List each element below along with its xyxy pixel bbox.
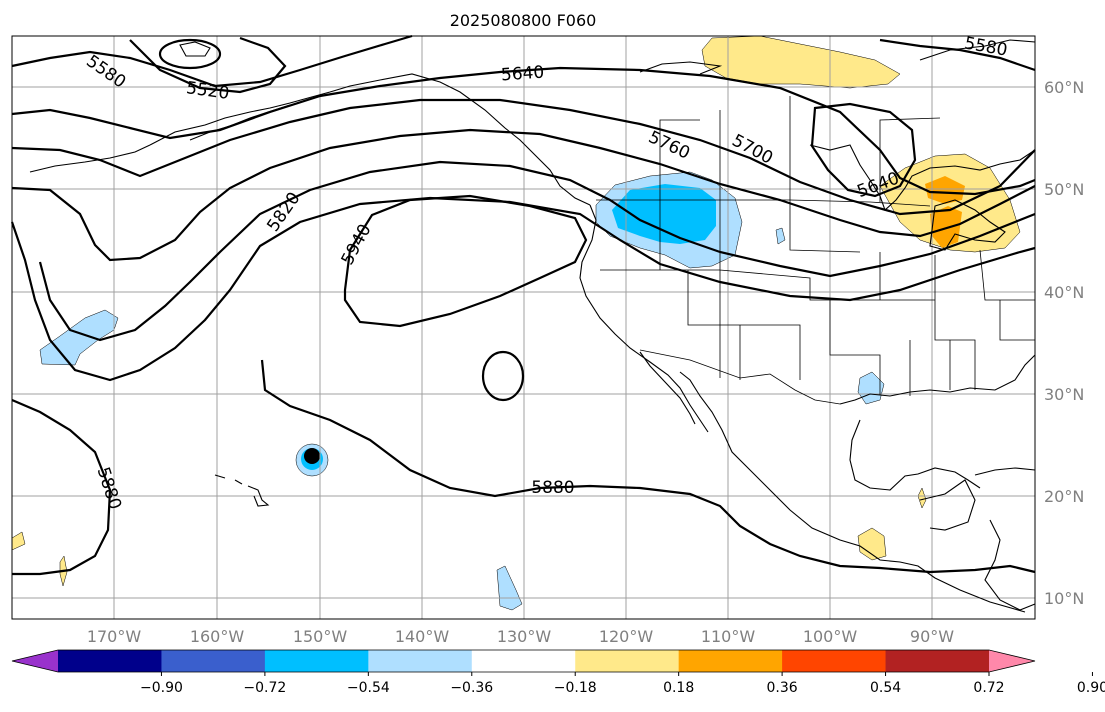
- lon-label: 120°W: [599, 627, 654, 646]
- positive-anomaly-region: [917, 487, 927, 509]
- west-coast: [579, 204, 709, 433]
- lon-label: 130°W: [497, 627, 552, 646]
- alaska-coast: [149, 73, 591, 206]
- colorbar: −0.90 −0.72 −0.54 −0.36 −0.18 0.18 0.36 0.54 0.7…: [11, 649, 1105, 696]
- negative-anomaly-region: [496, 565, 523, 611]
- colorbar-tick-label: 0.54: [870, 680, 901, 696]
- colorbar-tick-label: −0.72: [243, 680, 286, 696]
- map-frame: [11, 35, 1036, 620]
- lon-label: 110°W: [701, 627, 756, 646]
- political-borders: [596, 96, 1035, 405]
- central-america-coast: [919, 479, 1036, 611]
- canada-province-lines: [659, 96, 941, 202]
- colorbar-tick-label: −0.54: [347, 680, 390, 696]
- colorbar-swatch: [264, 650, 369, 672]
- colorbar-swatch: [782, 650, 887, 672]
- contour-label: 5640: [500, 63, 545, 86]
- us-canada-border: [596, 199, 931, 207]
- longitude-labels: 170°W 160°W 150°W 140°W 130°W 120°W 110°…: [87, 627, 954, 646]
- colorbar-swatch: [368, 650, 473, 672]
- lon-label: 100°W: [803, 627, 858, 646]
- map-panel: 5580 5520 5640 5760 5700 5640 5820 5940 …: [10, 33, 1036, 620]
- canada-coast: [639, 39, 1036, 211]
- lat-label: 60°N: [1044, 78, 1084, 97]
- contour-closed-low-north: [158, 38, 222, 70]
- contour-5640-closed: [810, 102, 917, 198]
- lat-label: 40°N: [1044, 283, 1084, 302]
- colorbar-extend-min: [12, 650, 58, 672]
- colorbar-tick-label: 0.90: [1077, 680, 1105, 696]
- baja-coast: [639, 351, 1026, 613]
- contour-5520: [129, 36, 287, 94]
- graticule: [12, 36, 1035, 619]
- lat-label: 50°N: [1044, 180, 1084, 199]
- coastlines: [29, 39, 1036, 613]
- latitude-labels: 60°N 50°N 40°N 30°N 20°N 10°N: [1044, 78, 1084, 608]
- lon-label: 170°W: [87, 627, 142, 646]
- colorbar-swatch: [471, 650, 576, 672]
- contour-5700: [11, 98, 1036, 216]
- anomaly-minimum-marker: [304, 448, 320, 464]
- lon-label: 140°W: [395, 627, 450, 646]
- lat-label: 30°N: [1044, 385, 1084, 404]
- lat-label: 20°N: [1044, 487, 1084, 506]
- contour-label: 5880: [531, 478, 574, 498]
- contour-5880-west: [11, 398, 112, 576]
- colorbar-tick-label: −0.18: [554, 680, 597, 696]
- colorbar-tick-label: 0.18: [663, 680, 694, 696]
- strong-negative-anomaly-region: [612, 184, 716, 244]
- anomaly-shading: [11, 35, 1021, 611]
- lon-label: 160°W: [190, 627, 245, 646]
- contour-5580-east: [879, 38, 1036, 72]
- colorbar-swatch: [58, 650, 162, 672]
- colorbar-swatch: [678, 650, 783, 672]
- moderate-positive-anomaly-region: [930, 206, 962, 248]
- contour-5640: [11, 66, 1036, 196]
- colorbar-extend-max: [989, 650, 1035, 672]
- colorbar-tick-label: 0.72: [973, 680, 1004, 696]
- lon-label: 150°W: [293, 627, 348, 646]
- gulf-coast: [839, 354, 1036, 491]
- lat-label: 10°N: [1044, 589, 1084, 608]
- colorbar-swatch: [885, 650, 990, 672]
- contour-5760: [11, 128, 1036, 262]
- contour-closed-high-pacific: [481, 350, 525, 402]
- contour-5880-south: [260, 359, 1036, 574]
- colorbar-tick-label: 0.36: [767, 680, 798, 696]
- colorbar-tick-label: −0.90: [140, 680, 183, 696]
- lon-label: 90°W: [910, 627, 954, 646]
- figure-title: 2025080800 F060: [450, 11, 597, 30]
- colorbar-swatch: [161, 650, 266, 672]
- colorbar-outline: [11, 649, 1036, 673]
- caribbean-coast: [974, 467, 1036, 476]
- positive-anomaly-region: [857, 527, 887, 561]
- us-mexico-border: [639, 349, 841, 405]
- colorbar-swatch: [575, 650, 680, 672]
- hudson-inlet: [179, 41, 211, 57]
- contour-5820: [38, 160, 1036, 342]
- contour-5580-north: [11, 34, 413, 88]
- height-contours: [10, 34, 1036, 576]
- contour-labels: 5580 5520 5640 5760 5700 5640 5820 5940 …: [82, 33, 1008, 512]
- contour-5940: [343, 194, 588, 328]
- negative-anomaly-region: [775, 227, 786, 245]
- moderate-positive-anomaly-region: [925, 176, 965, 204]
- positive-anomaly-region: [879, 153, 1021, 253]
- colorbar-tick-label: −0.36: [450, 680, 493, 696]
- contour-5880: [10, 196, 1036, 382]
- hawaii-islands: [214, 474, 270, 507]
- great-lakes-coast: [929, 199, 1006, 251]
